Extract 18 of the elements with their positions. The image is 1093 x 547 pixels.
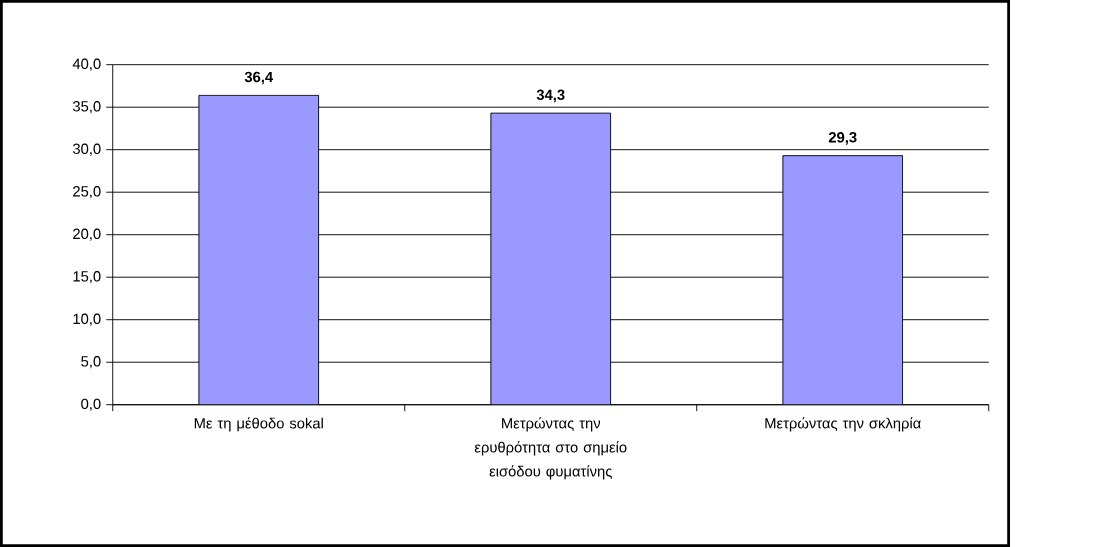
bar	[198, 94, 320, 405]
y-tick-label: 25,0	[73, 186, 101, 199]
y-tick-label: 35,0	[72, 101, 101, 114]
data-label: 29,3	[828, 132, 857, 145]
data-label: 36,4	[244, 71, 274, 85]
y-tick-label: 10,0	[73, 313, 101, 326]
y-tick-label: 0,0	[81, 398, 101, 411]
bar	[782, 155, 904, 405]
data-label: 34,3	[536, 89, 565, 103]
bar	[490, 112, 612, 405]
y-tick-label: 20,0	[73, 228, 101, 241]
x-tick-label: Μετρώντας την ερυθρότητα στο σημείο εισόδου φυματίνης	[474, 417, 627, 480]
x-tick-label: Μετρώντας την σκληρία	[765, 417, 921, 432]
y-tick-label: 15,0	[73, 271, 101, 284]
y-tick-label: 40,0	[72, 58, 101, 71]
x-tick-label: Με τη μέθοδο sokal	[194, 417, 323, 432]
y-tick-label: 5,0	[81, 356, 101, 369]
y-tick-label: 30,0	[72, 143, 101, 156]
